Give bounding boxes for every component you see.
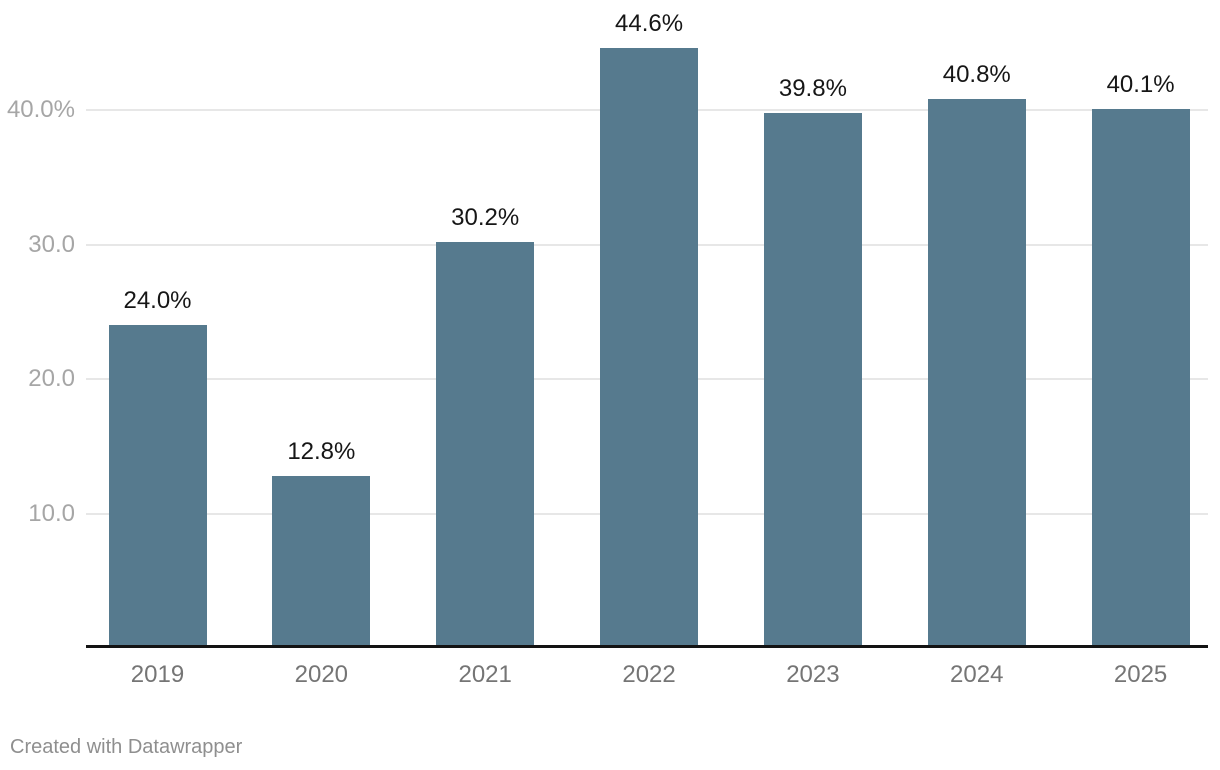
x-axis-label: 2025 [1113, 661, 1168, 688]
bar-value-label: 12.8% [287, 437, 356, 465]
x-axis-label: 2023 [786, 661, 840, 688]
bar-value-label: 40.8% [942, 61, 1011, 89]
bar-2019[interactable] [108, 325, 207, 648]
bar-2020[interactable] [272, 475, 371, 648]
bar-2022[interactable] [600, 48, 699, 648]
bar-2024[interactable] [927, 99, 1026, 648]
y-axis-tick-label: 10.0 [28, 499, 75, 527]
bar-2025[interactable] [1091, 108, 1190, 648]
y-axis-tick-label: 30.0 [28, 230, 75, 258]
x-axis-label: 2022 [622, 661, 676, 688]
y-axis-tick-label: 20.0 [28, 365, 75, 392]
x-axis-label: 2020 [294, 661, 349, 688]
x-axis-label: 2024 [950, 661, 1004, 688]
x-axis-line [86, 645, 1208, 648]
x-axis-label: 2021 [458, 661, 512, 688]
bar-value-label: 39.8% [778, 74, 847, 102]
bar-2023[interactable] [763, 112, 862, 648]
bar-value-label: 30.2% [451, 203, 520, 231]
bar-value-label: 24.0% [123, 287, 192, 315]
datawrapper-attribution-link[interactable]: Created with Datawrapper [10, 736, 243, 758]
x-axis-label: 2019 [130, 661, 185, 688]
y-axis-tick-label: 40.0% [6, 96, 75, 123]
bar-value-label: 44.6% [615, 10, 684, 38]
bar-value-label: 40.1% [1106, 70, 1175, 98]
bar-2021[interactable] [436, 241, 535, 648]
